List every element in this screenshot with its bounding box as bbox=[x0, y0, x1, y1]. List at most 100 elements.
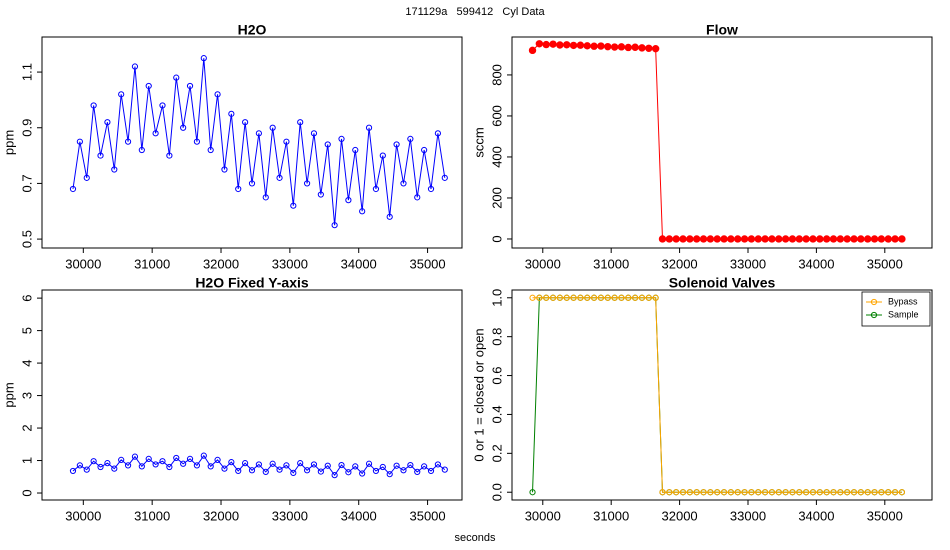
data-point bbox=[536, 294, 543, 301]
data-point bbox=[173, 454, 180, 462]
data-point bbox=[386, 471, 393, 478]
data-point bbox=[242, 119, 249, 126]
data-point bbox=[563, 41, 571, 49]
x-tick-label: 34000 bbox=[798, 508, 834, 523]
plot-frame bbox=[511, 289, 933, 501]
data-point bbox=[248, 467, 256, 474]
data-point bbox=[556, 41, 564, 49]
data-point bbox=[372, 467, 380, 475]
data-point bbox=[816, 235, 824, 243]
x-tick-label: 31000 bbox=[134, 256, 170, 271]
x-tick-label: 34000 bbox=[341, 508, 377, 523]
y-tick-label: 0.0 bbox=[489, 483, 504, 501]
data-point bbox=[768, 489, 776, 496]
data-point bbox=[255, 461, 262, 468]
plot-frame bbox=[41, 36, 463, 249]
data-point bbox=[740, 235, 749, 243]
data-point bbox=[741, 489, 748, 496]
data-point bbox=[427, 185, 435, 193]
legend-marker bbox=[870, 298, 878, 306]
x-tick-label: 33000 bbox=[272, 256, 308, 271]
series-line bbox=[532, 43, 902, 240]
legend-box bbox=[861, 291, 931, 327]
data-point bbox=[290, 469, 297, 476]
data-point bbox=[276, 174, 283, 181]
y-axis-label: 0 or 1 = closed or open bbox=[471, 328, 486, 461]
data-point bbox=[352, 146, 359, 154]
data-point bbox=[686, 489, 693, 496]
data-point bbox=[262, 194, 269, 201]
data-point bbox=[652, 294, 659, 301]
data-point bbox=[393, 462, 400, 469]
data-point bbox=[686, 235, 694, 243]
x-tick-label: 32000 bbox=[203, 508, 239, 523]
data-point bbox=[597, 294, 605, 301]
data-point bbox=[734, 489, 741, 496]
data-point bbox=[83, 174, 90, 181]
data-point bbox=[434, 461, 442, 468]
data-point bbox=[556, 294, 563, 301]
data-point bbox=[303, 180, 311, 187]
data-point bbox=[276, 466, 283, 473]
chart-title: Flow bbox=[706, 22, 738, 38]
data-point bbox=[131, 63, 139, 70]
data-point bbox=[400, 180, 407, 187]
data-point bbox=[659, 489, 666, 496]
data-point bbox=[200, 55, 207, 62]
legend-label: Sample bbox=[888, 309, 919, 319]
data-point bbox=[338, 135, 345, 142]
data-point bbox=[345, 197, 352, 204]
data-point bbox=[193, 462, 201, 469]
data-point bbox=[542, 40, 550, 49]
data-point bbox=[597, 42, 605, 50]
data-point bbox=[836, 235, 845, 243]
data-point bbox=[214, 456, 221, 463]
data-point bbox=[124, 462, 132, 469]
data-point bbox=[720, 489, 728, 496]
data-point bbox=[666, 489, 673, 496]
data-point bbox=[549, 294, 557, 301]
data-point bbox=[97, 152, 104, 159]
data-point bbox=[180, 124, 187, 131]
y-axis-label: sccm bbox=[471, 127, 486, 157]
data-point bbox=[365, 460, 373, 467]
data-point bbox=[768, 235, 776, 243]
data-point bbox=[269, 124, 276, 131]
data-point bbox=[90, 458, 97, 465]
series-line bbox=[532, 297, 902, 493]
data-point bbox=[632, 294, 639, 301]
legend-marker bbox=[870, 311, 878, 319]
data-point bbox=[569, 41, 578, 50]
data-point bbox=[747, 235, 756, 243]
data-point bbox=[782, 489, 789, 496]
data-point bbox=[617, 43, 626, 51]
data-point bbox=[706, 235, 715, 243]
x-tick-label: 34000 bbox=[798, 256, 834, 271]
data-point bbox=[317, 468, 324, 475]
data-point bbox=[707, 489, 714, 496]
data-point bbox=[166, 463, 173, 471]
data-point bbox=[90, 102, 97, 109]
y-tick-label: 800 bbox=[489, 64, 504, 86]
data-point bbox=[535, 40, 544, 48]
y-tick-label: 0.8 bbox=[489, 328, 504, 346]
x-tick-label: 32000 bbox=[203, 256, 239, 271]
data-point bbox=[180, 460, 187, 467]
data-point bbox=[111, 166, 118, 173]
data-point bbox=[877, 235, 886, 243]
y-tick-label: 400 bbox=[489, 146, 504, 168]
x-tick-label: 34000 bbox=[341, 256, 377, 271]
data-point bbox=[665, 235, 674, 243]
plot-frame bbox=[511, 36, 933, 249]
x-tick-label: 30000 bbox=[525, 256, 561, 271]
data-point bbox=[379, 463, 386, 471]
data-point bbox=[235, 467, 242, 475]
x-tick-label: 32000 bbox=[662, 256, 698, 271]
data-point bbox=[727, 235, 735, 243]
data-point bbox=[754, 235, 762, 243]
data-point bbox=[727, 489, 734, 496]
y-tick-label: 1 bbox=[19, 457, 34, 464]
data-point bbox=[400, 467, 407, 474]
chart-title: Solenoid Valves bbox=[669, 275, 776, 291]
data-point bbox=[788, 235, 797, 243]
